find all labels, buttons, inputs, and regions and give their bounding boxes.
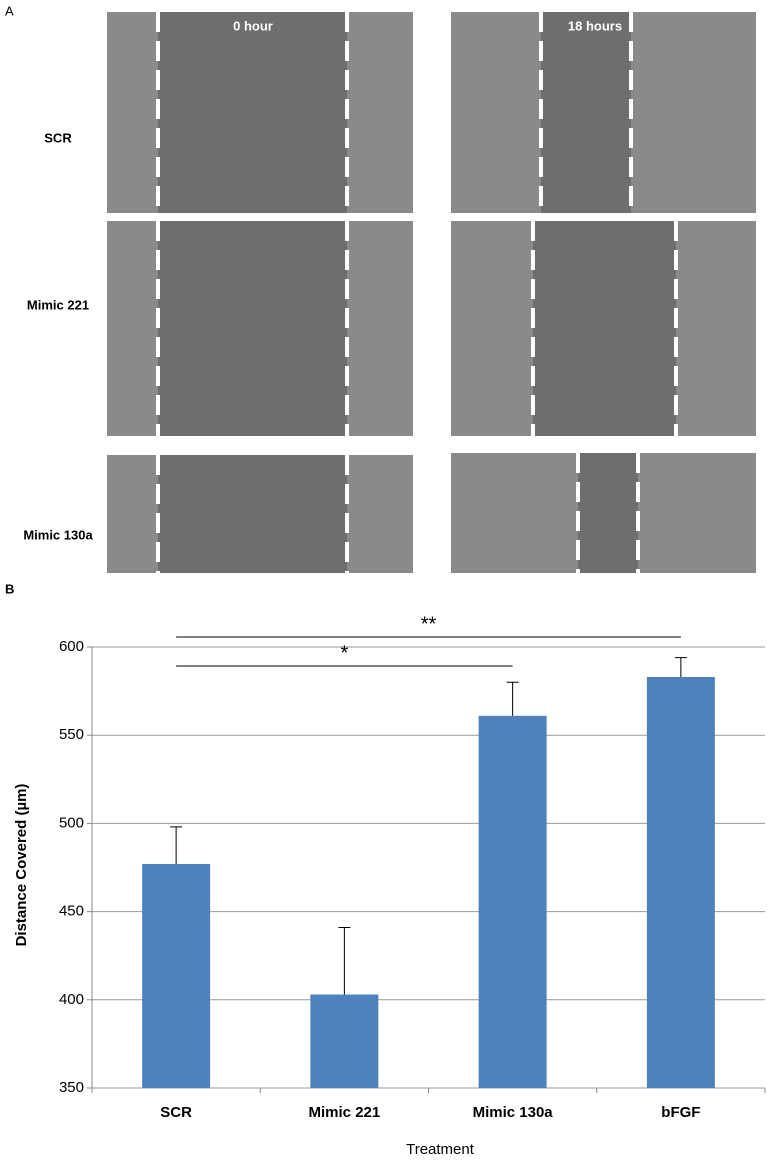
row-label: Mimic 221	[27, 297, 89, 312]
y-tick-label: 350	[59, 1079, 84, 1096]
x-tick-label: Mimic 130a	[473, 1104, 554, 1121]
bar	[310, 994, 379, 1088]
cell-area	[107, 12, 158, 213]
x-tick-label: bFGF	[661, 1104, 700, 1121]
bar	[478, 715, 547, 1088]
significance-label: *	[340, 642, 348, 664]
error-bar	[674, 657, 687, 677]
cell-area	[347, 455, 413, 573]
micrographs	[107, 12, 756, 573]
column-label: 18 hours	[568, 18, 622, 33]
x-axis-label: Treatment	[406, 1141, 475, 1158]
x-tick-label: Mimic 221	[309, 1104, 381, 1121]
row-label: Mimic 130a	[23, 527, 93, 542]
cell-area	[638, 453, 756, 573]
error-bar	[338, 926, 351, 995]
cell-area	[347, 12, 413, 213]
y-axis-label: Distance Covered (µm)	[13, 784, 30, 947]
cell-area	[631, 12, 756, 213]
cell-area	[451, 221, 533, 436]
cell-area	[676, 221, 756, 436]
error-bar	[170, 826, 183, 864]
y-tick-label: 400	[59, 991, 84, 1008]
cell-area	[347, 221, 413, 436]
bar	[646, 676, 715, 1088]
cell-area	[107, 455, 158, 573]
y-tick-label: 600	[59, 638, 84, 655]
cell-area	[451, 453, 578, 573]
y-tick-label: 500	[59, 814, 84, 831]
y-tick-label: 550	[59, 726, 84, 743]
row-label: SCR	[44, 130, 72, 145]
significance-label: **	[421, 613, 437, 635]
panel-label: B	[5, 581, 14, 596]
x-tick-label: SCR	[160, 1104, 192, 1121]
cell-area	[107, 221, 158, 436]
cell-area	[451, 12, 541, 213]
error-bar	[506, 681, 519, 716]
y-tick-label: 450	[59, 903, 84, 920]
column-label: 0 hour	[233, 18, 273, 33]
panel-label: A	[5, 3, 14, 18]
bar	[142, 863, 211, 1088]
